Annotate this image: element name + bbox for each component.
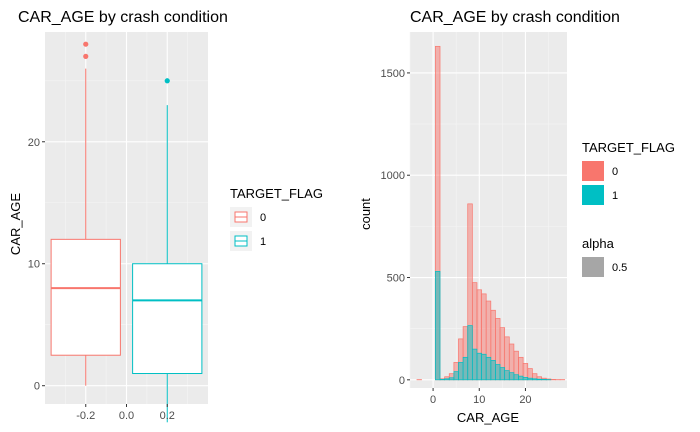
histogram-legend-target: TARGET_FLAG 0 1: [582, 140, 675, 205]
hist-bar: [495, 364, 501, 381]
histogram: CAR_AGE by crash condition 050010001500 …: [358, 9, 620, 425]
hist-bar: [485, 356, 492, 381]
box-legend-key-1: [230, 231, 252, 251]
hist-legend-key-1: [582, 185, 604, 205]
box-plot: CAR_AGE by crash condition 0 10 20 -0.2 0.0…: [8, 9, 228, 423]
box-legend-key-0: [230, 207, 252, 227]
hist-bar: [513, 374, 519, 381]
box-plot-y-ticks: 0 10 20: [28, 137, 45, 393]
hist-y-tick-label: 0: [399, 375, 405, 387]
box-y-tick-label: 20: [28, 137, 40, 149]
box-legend-label-1: 1: [260, 236, 266, 248]
hist-x-tick-label: 20: [519, 394, 531, 406]
box-body: [50, 238, 121, 356]
hist-bar: [435, 271, 441, 381]
hist-legend-title: TARGET_FLAG: [582, 140, 675, 155]
histogram-title: CAR_AGE by crash condition: [410, 9, 620, 26]
hist-bar: [458, 362, 464, 381]
hist-bar: [504, 370, 510, 381]
box-x-tick-label: 0.2: [160, 410, 175, 422]
hist-bar: [508, 372, 515, 381]
box-body: [132, 263, 203, 375]
hist-bar: [476, 352, 482, 381]
histogram-bars-0: [416, 45, 566, 381]
box-outlier-point: [83, 53, 89, 59]
hist-bar: [462, 356, 469, 381]
alpha-legend-key: [582, 257, 604, 277]
hist-legend-key-0: [582, 161, 604, 181]
box-plot-title: CAR_AGE by crash condition: [18, 9, 228, 26]
hist-bar: [536, 378, 542, 381]
box-x-tick-label: -0.2: [76, 410, 95, 422]
hist-bar: [481, 353, 487, 381]
hist-bar: [444, 378, 450, 381]
hist-bar: [518, 375, 524, 381]
box-legend-label-0: 0: [260, 212, 266, 224]
hist-bar: [527, 377, 533, 381]
box-x-tick-label: 0.0: [119, 410, 134, 422]
hist-x-tick-label: 0: [430, 394, 436, 406]
hist-legend-label-1: 1: [612, 190, 618, 202]
histogram-y-ticks: 0 500 1000 1500: [381, 68, 410, 387]
hist-bar: [467, 325, 473, 381]
hist-bar: [499, 367, 506, 381]
hist-bar: [453, 371, 459, 381]
hist-x-tick-label: 10: [473, 394, 485, 406]
box-plot-x-ticks: -0.2 0.0 0.2: [76, 404, 175, 422]
box-plot-y-axis-label: CAR_AGE: [8, 193, 23, 255]
box-y-tick-label: 10: [28, 259, 40, 271]
box-y-tick-label: 0: [34, 381, 40, 393]
hist-bar: [471, 348, 478, 381]
hist-bar: [448, 377, 455, 381]
histogram-x-axis-label: CAR_AGE: [457, 410, 519, 425]
alpha-legend-title: alpha: [582, 236, 615, 251]
hist-bar: [532, 378, 538, 381]
box-outlier-point: [83, 41, 89, 47]
box-legend-title: TARGET_FLAG: [230, 186, 323, 201]
hist-y-tick-label: 1000: [381, 170, 405, 182]
histogram-legend-alpha: alpha 0.5: [582, 236, 627, 277]
hist-legend-label-0: 0: [612, 166, 618, 178]
histogram-x-ticks: 0 10 20: [430, 388, 532, 406]
box-plot-legend: TARGET_FLAG 0 1: [230, 186, 323, 251]
hist-bar: [522, 377, 529, 381]
histogram-y-axis-label: count: [358, 198, 373, 230]
hist-y-tick-label: 500: [387, 273, 405, 285]
hist-bar: [490, 360, 496, 381]
hist-y-tick-label: 1500: [381, 68, 405, 80]
box-outlier-point: [164, 78, 170, 84]
alpha-legend-label: 0.5: [612, 262, 627, 274]
box-plot-boxes: [50, 41, 203, 423]
histogram-bars-1: [435, 271, 552, 381]
